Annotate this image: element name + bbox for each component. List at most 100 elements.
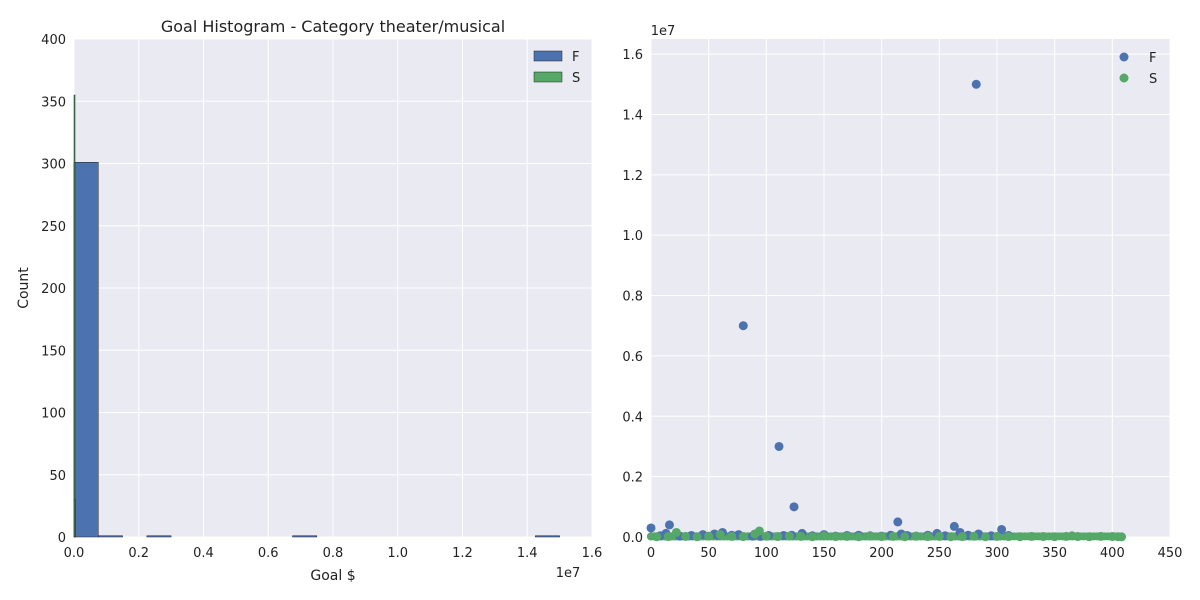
histogram-x-tick-label: 0.2 [128, 546, 149, 561]
histogram-x-tick-label: 1.4 [517, 546, 538, 561]
scatter-y-tick-label: 1.6 [622, 48, 643, 63]
histogram-bar-s [73, 94, 76, 538]
histogram-x-tick-label: 1.6 [582, 546, 603, 561]
histogram-bar-f [73, 162, 99, 538]
histogram-legend-swatch-s [533, 71, 563, 83]
histogram-legend-label: S [572, 71, 580, 86]
scatter-point-s [727, 531, 737, 541]
histogram-bar-f [292, 535, 318, 538]
scatter-points [646, 79, 1127, 542]
scatter-y-tick-label: 0.4 [622, 410, 643, 425]
scatter-point-f [949, 521, 959, 531]
scatter-point-s [671, 527, 681, 537]
scatter-point-s [946, 532, 956, 542]
histogram-y-tick-label: 150 [41, 344, 66, 359]
scatter-point-s [842, 531, 852, 541]
scatter-y-tick-label: 1.2 [622, 169, 643, 184]
scatter-point-f [738, 321, 748, 331]
scatter-point-s [992, 531, 1002, 541]
histogram-y-tick-label: 300 [41, 158, 66, 173]
scatter-point-s [1096, 531, 1106, 541]
scatter-point-s [900, 532, 910, 542]
histogram-y-tick-label: 350 [41, 95, 66, 110]
histogram-y-tick-label: 0 [58, 531, 66, 546]
scatter-point-s [911, 531, 921, 541]
histogram-legend-swatch-f [533, 50, 563, 62]
histogram-y-tick-label: 50 [49, 469, 66, 484]
histogram-legend: FS [533, 50, 580, 86]
scatter-point-s [1038, 532, 1048, 542]
scatter-point-s [715, 530, 725, 540]
scatter-point-f [971, 79, 981, 89]
scatter-point-s [1015, 532, 1025, 542]
scatter-chart: 0 50 100 150 200 250 300 350 400 450 0.0 0.2 0.4 0.6… [622, 24, 1182, 561]
scatter-point-s [704, 531, 714, 541]
histogram-gridlines [73, 38, 593, 538]
scatter-point-f [646, 523, 656, 533]
scatter-y-tick-label: 0.0 [622, 531, 643, 546]
scatter-point-s [773, 532, 783, 542]
histogram-legend-label: F [572, 50, 579, 65]
histogram-y-axis-label: Count [16, 267, 32, 309]
scatter-point-s [1050, 532, 1060, 542]
scatter-point-s [819, 531, 829, 541]
histogram-x-tick-label: 1.0 [387, 546, 408, 561]
histogram-y-ticks: 0 50 100 150 200 250 300 350 400 [41, 33, 66, 546]
scatter-legend-marker-f [1119, 52, 1129, 62]
histogram-bar-f [146, 535, 172, 538]
scatter-point-s [1004, 532, 1014, 542]
scatter-x-tick-label: 450 [1158, 546, 1183, 561]
scatter-point-s [969, 531, 979, 541]
scatter-point-s [692, 532, 702, 542]
histogram-bar-f [98, 535, 123, 538]
scatter-x-tick-label: 50 [700, 546, 717, 561]
histogram-x-exponent-label: 1e7 [556, 566, 581, 581]
histogram-chart: 0.0 0.2 0.4 0.6 0.8 1.0 1.2 1.4 1.6 0 50 100 150 200… [16, 17, 602, 584]
histogram-x-tick-label: 0.6 [258, 546, 279, 561]
scatter-point-f [774, 441, 784, 451]
scatter-x-tick-label: 100 [754, 546, 779, 561]
scatter-point-s [1027, 531, 1037, 541]
histogram-bars [73, 94, 560, 538]
histogram-bar-f [535, 535, 560, 538]
scatter-point-s [1117, 532, 1127, 542]
scatter-point-f [997, 524, 1007, 534]
scatter-y-tick-label: 0.6 [622, 350, 643, 365]
scatter-point-s [888, 531, 898, 541]
scatter-point-s [663, 532, 673, 542]
histogram-y-tick-label: 200 [41, 282, 66, 297]
scatter-x-tick-label: 350 [1042, 546, 1067, 561]
scatter-y-tick-label: 1.0 [622, 229, 643, 244]
scatter-y-tick-label: 1.4 [622, 108, 643, 123]
histogram-title: Goal Histogram - Category theater/musica… [161, 17, 505, 36]
scatter-legend-marker-s [1119, 73, 1129, 83]
scatter-point-s [980, 532, 990, 542]
scatter-point-s [865, 531, 875, 541]
scatter-x-tick-label: 300 [985, 546, 1010, 561]
scatter-point-s [796, 531, 806, 541]
scatter-x-tick-label: 150 [812, 546, 837, 561]
scatter-point-s [957, 532, 967, 542]
scatter-x-tick-label: 0 [647, 546, 655, 561]
histogram-x-axis-label: Goal $ [310, 568, 355, 584]
scatter-point-s [923, 532, 933, 542]
histogram-y-tick-label: 250 [41, 220, 66, 235]
histogram-y-tick-label: 400 [41, 33, 66, 48]
scatter-legend-label: F [1149, 51, 1156, 66]
histogram-x-tick-label: 1.2 [452, 546, 473, 561]
scatter-point-s [877, 532, 887, 542]
histogram-x-ticks: 0.0 0.2 0.4 0.6 0.8 1.0 1.2 1.4 1.6 [64, 546, 603, 561]
scatter-point-s [1073, 532, 1083, 542]
scatter-point-s [652, 532, 662, 542]
scatter-point-s [681, 531, 691, 541]
scatter-point-s [761, 531, 771, 541]
histogram-x-tick-label: 0.8 [323, 546, 344, 561]
histogram-x-tick-label: 0.0 [64, 546, 85, 561]
scatter-point-s [831, 532, 841, 542]
histogram-bar-s [74, 499, 76, 538]
scatter-point-s [738, 532, 748, 542]
scatter-y-tick-label: 0.8 [622, 290, 643, 305]
scatter-point-s [934, 531, 944, 541]
scatter-y-tick-label: 0.2 [622, 471, 643, 486]
